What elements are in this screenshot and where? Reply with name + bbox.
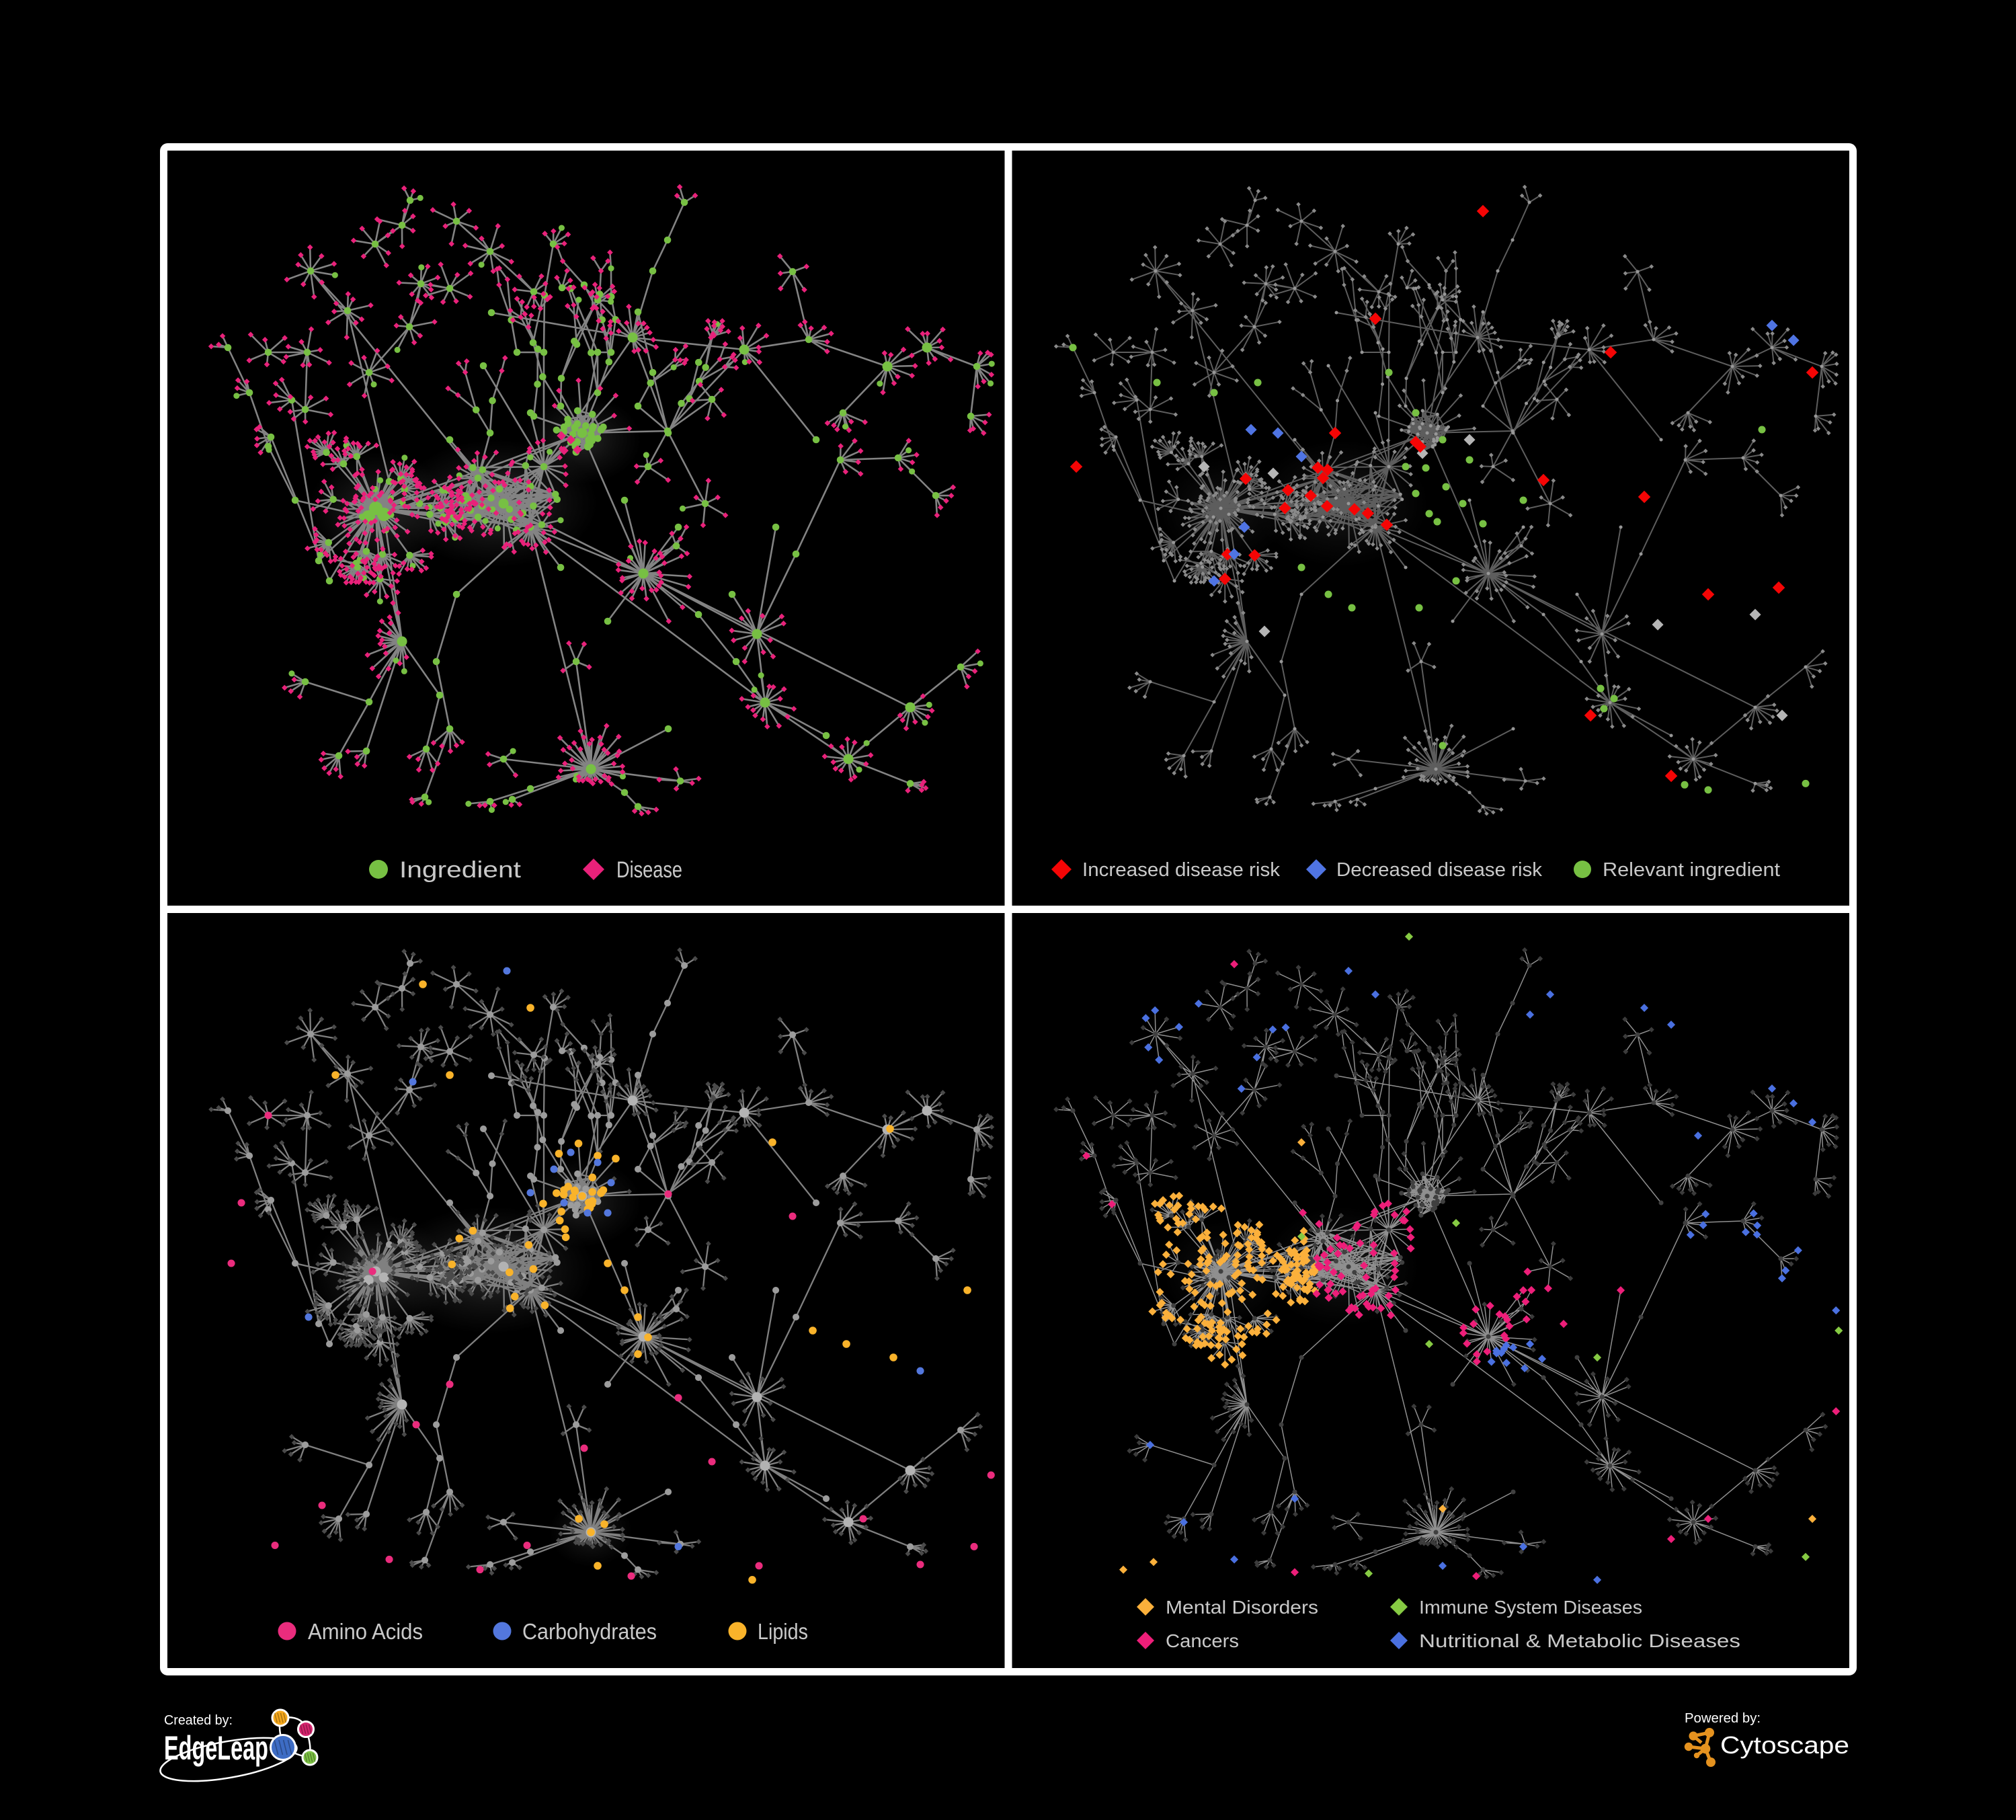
svg-text:Cancers: Cancers bbox=[1166, 1630, 1239, 1651]
svg-text:Decreased disease risk: Decreased disease risk bbox=[1336, 859, 1542, 881]
svg-text:Powered by:: Powered by: bbox=[1685, 1711, 1761, 1726]
svg-text:Nutritional & Metabolic Diseas: Nutritional & Metabolic Diseases bbox=[1419, 1630, 1740, 1651]
svg-text:Carbohydrates: Carbohydrates bbox=[522, 1619, 657, 1644]
svg-text:Mental Disorders: Mental Disorders bbox=[1166, 1597, 1318, 1618]
svg-text:Immune System Diseases: Immune System Diseases bbox=[1419, 1597, 1642, 1618]
svg-text:Lipids: Lipids bbox=[758, 1619, 808, 1644]
svg-text:Increased disease risk: Increased disease risk bbox=[1082, 859, 1281, 881]
svg-text:Created by:: Created by: bbox=[164, 1713, 233, 1728]
svg-text:EdgeLeap: EdgeLeap bbox=[164, 1729, 268, 1767]
svg-text:Amino Acids: Amino Acids bbox=[308, 1619, 423, 1644]
svg-text:Ingredient: Ingredient bbox=[399, 857, 522, 883]
svg-text:Cytoscape: Cytoscape bbox=[1720, 1731, 1849, 1759]
svg-text:Relevant ingredient: Relevant ingredient bbox=[1603, 859, 1780, 881]
svg-text:Disease: Disease bbox=[616, 857, 682, 883]
